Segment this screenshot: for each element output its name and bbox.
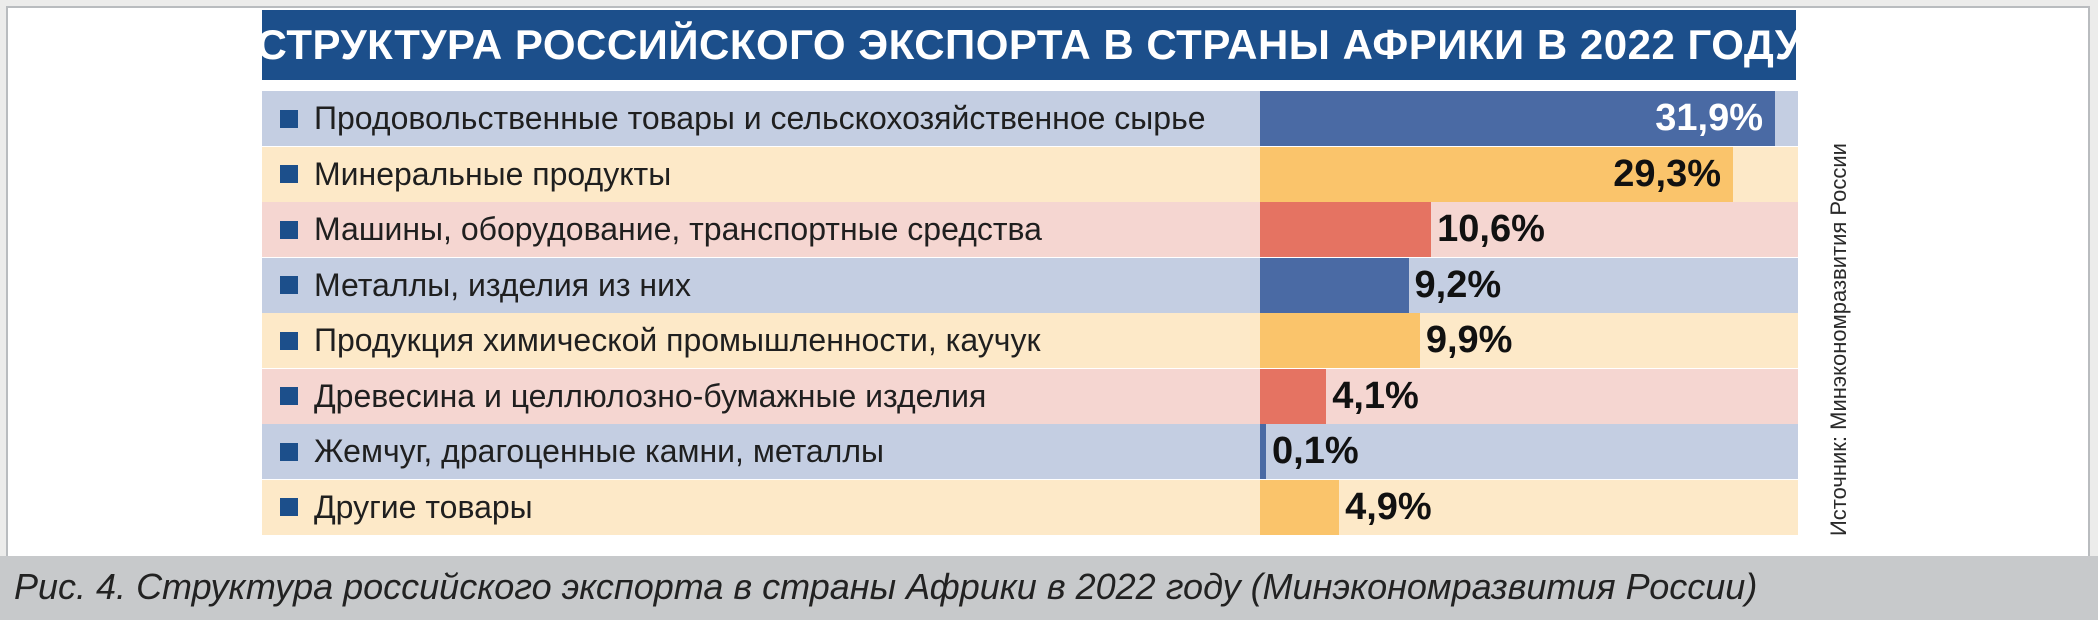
chart-row: Минеральные продукты 29,3% [262, 146, 1798, 202]
category-label: Металлы, изделия из них [280, 258, 691, 313]
chart-rows: Продовольственные товары и сельскохозяйс… [262, 91, 1798, 535]
figure-caption-bar: Рис. 4. Структура российского экспорта в… [0, 556, 2098, 620]
chart-row: Жемчуг, драгоценные камни, металлы 0,1% [262, 424, 1798, 479]
chart-row: Другие товары 4,9% [262, 479, 1798, 535]
bar-value-label: 29,3% [1613, 152, 1722, 195]
bar-value-label: 4,9% [1345, 485, 1432, 528]
category-label-text: Древесина и целлюлозно-бумажные изделия [314, 377, 987, 414]
square-bullet-icon [280, 165, 298, 183]
category-label: Продукция химической промышленности, кау… [280, 313, 1040, 368]
category-label-text: Другие товары [314, 488, 533, 525]
bar-value-label: 31,9% [1655, 97, 1763, 139]
category-label-text: Жемчуг, драгоценные камни, металлы [314, 433, 884, 469]
bar-value-label: 9,2% [1414, 263, 1502, 306]
category-label-text: Металлы, изделия из них [314, 266, 691, 303]
category-label: Древесина и целлюлозно-бумажные изделия [280, 369, 986, 424]
bar [1260, 479, 1340, 535]
category-label: Продовольственные товары и сельскохозяйс… [280, 91, 1206, 146]
square-bullet-icon [280, 220, 298, 239]
figure-caption: Рис. 4. Структура российского экспорта в… [14, 566, 1758, 607]
bar [1260, 424, 1266, 479]
square-bullet-icon [280, 276, 298, 294]
bar-value-label: 4,1% [1332, 374, 1419, 417]
bar-value-label: 10,6% [1437, 208, 1545, 250]
square-bullet-icon [280, 498, 298, 516]
bar [1260, 313, 1420, 368]
square-bullet-icon [280, 109, 298, 128]
bar-value-label: 0,1% [1272, 430, 1359, 472]
chart-row: Продовольственные товары и сельскохозяйс… [262, 91, 1798, 146]
bar-value-label: 9,9% [1425, 319, 1513, 361]
category-label: Жемчуг, драгоценные камни, металлы [280, 424, 884, 479]
bar [1260, 202, 1432, 257]
chart-title: СТРУКТУРА РОССИЙСКОГО ЭКСПОРТА В СТРАНЫ … [256, 21, 1802, 68]
chart-title-bar: СТРУКТУРА РОССИЙСКОГО ЭКСПОРТА В СТРАНЫ … [257, 10, 1801, 80]
chart-row: Продукция химической промышленности, кау… [262, 313, 1798, 368]
bar [1260, 257, 1409, 313]
category-label-text: Минеральные продукты [314, 155, 672, 192]
source-note-text: Источник: Минэкономразвития России [1826, 143, 1851, 536]
bar [1260, 368, 1327, 424]
category-label: Минеральные продукты [280, 147, 671, 202]
square-bullet-icon [280, 442, 298, 461]
square-bullet-icon [280, 331, 298, 350]
chart-row: Древесина и целлюлозно-бумажные изделия 4… [262, 368, 1798, 424]
square-bullet-icon [280, 387, 298, 405]
category-label: Машины, оборудование, транспортные средс… [280, 202, 1042, 257]
category-label: Другие товары [280, 480, 533, 535]
chart-row: Металлы, изделия из них 9,2% [262, 257, 1798, 313]
category-label-text: Продукция химической промышленности, кау… [314, 322, 1041, 358]
chart-row: Машины, оборудование, транспортные средс… [262, 202, 1798, 257]
bar [1260, 146, 1734, 202]
bar [1260, 91, 1775, 146]
category-label-text: Продовольственные товары и сельскохозяйс… [314, 100, 1206, 136]
source-note: Источник: Минэкономразвития России [1806, 96, 1851, 536]
category-label-text: Машины, оборудование, транспортные средс… [314, 211, 1042, 247]
